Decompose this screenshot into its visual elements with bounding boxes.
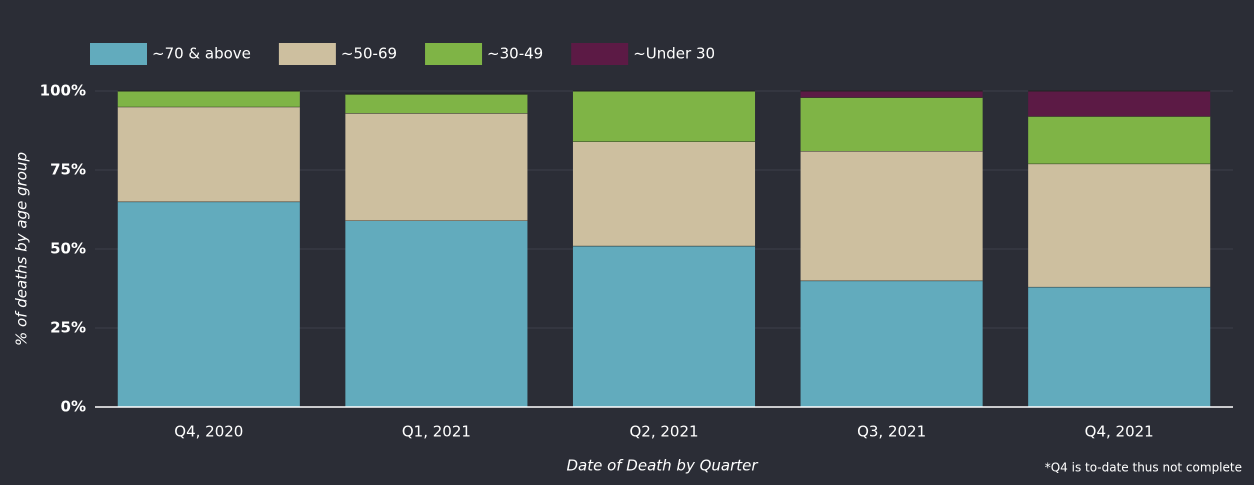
legend-label: ~70 & above xyxy=(152,45,251,63)
y-tick-label: 50% xyxy=(50,240,86,258)
legend-label: ~50-69 xyxy=(341,45,397,63)
bar-segment xyxy=(1028,91,1211,117)
bar-segment xyxy=(572,91,756,142)
bar-segment xyxy=(800,97,983,152)
y-tick-label: 0% xyxy=(61,398,86,416)
bar-segment xyxy=(800,91,983,98)
note: *Q4 is to-date thus not complete xyxy=(1045,461,1242,475)
legend-label: ~Under 30 xyxy=(633,45,715,63)
bar-segment xyxy=(1028,116,1211,164)
y-tick-label: 75% xyxy=(50,161,86,179)
legend-label: ~30-49 xyxy=(487,45,543,63)
bar-segment xyxy=(800,151,983,281)
legend-swatch xyxy=(278,43,336,65)
bar-segment xyxy=(572,245,756,407)
y-tick-label: 25% xyxy=(50,319,86,337)
legend-swatch xyxy=(425,43,483,65)
bar-segment xyxy=(345,220,528,407)
bar-segment xyxy=(1028,163,1211,287)
x-tick-label: Q2, 2021 xyxy=(629,423,698,441)
bar-segment xyxy=(572,141,756,246)
bar-segment xyxy=(800,280,983,407)
bar-segment xyxy=(117,106,300,202)
x-axis-label: Date of Death by Quarter xyxy=(566,457,758,475)
y-tick-label: 100% xyxy=(40,82,86,100)
y-axis-label: % of deaths by age group xyxy=(13,152,31,346)
legend-swatch xyxy=(90,43,147,65)
bar-segment xyxy=(345,113,528,221)
legend-swatch xyxy=(571,43,629,65)
bar-segment xyxy=(117,91,300,107)
x-tick-label: Q1, 2021 xyxy=(402,423,471,441)
x-tick-label: Q4, 2021 xyxy=(1085,423,1154,441)
bar-segment xyxy=(117,201,300,407)
x-tick-label: Q4, 2020 xyxy=(174,423,243,441)
x-tick-label: Q3, 2021 xyxy=(857,423,926,441)
bar-segment xyxy=(345,94,528,114)
bar-segment xyxy=(1028,286,1211,407)
